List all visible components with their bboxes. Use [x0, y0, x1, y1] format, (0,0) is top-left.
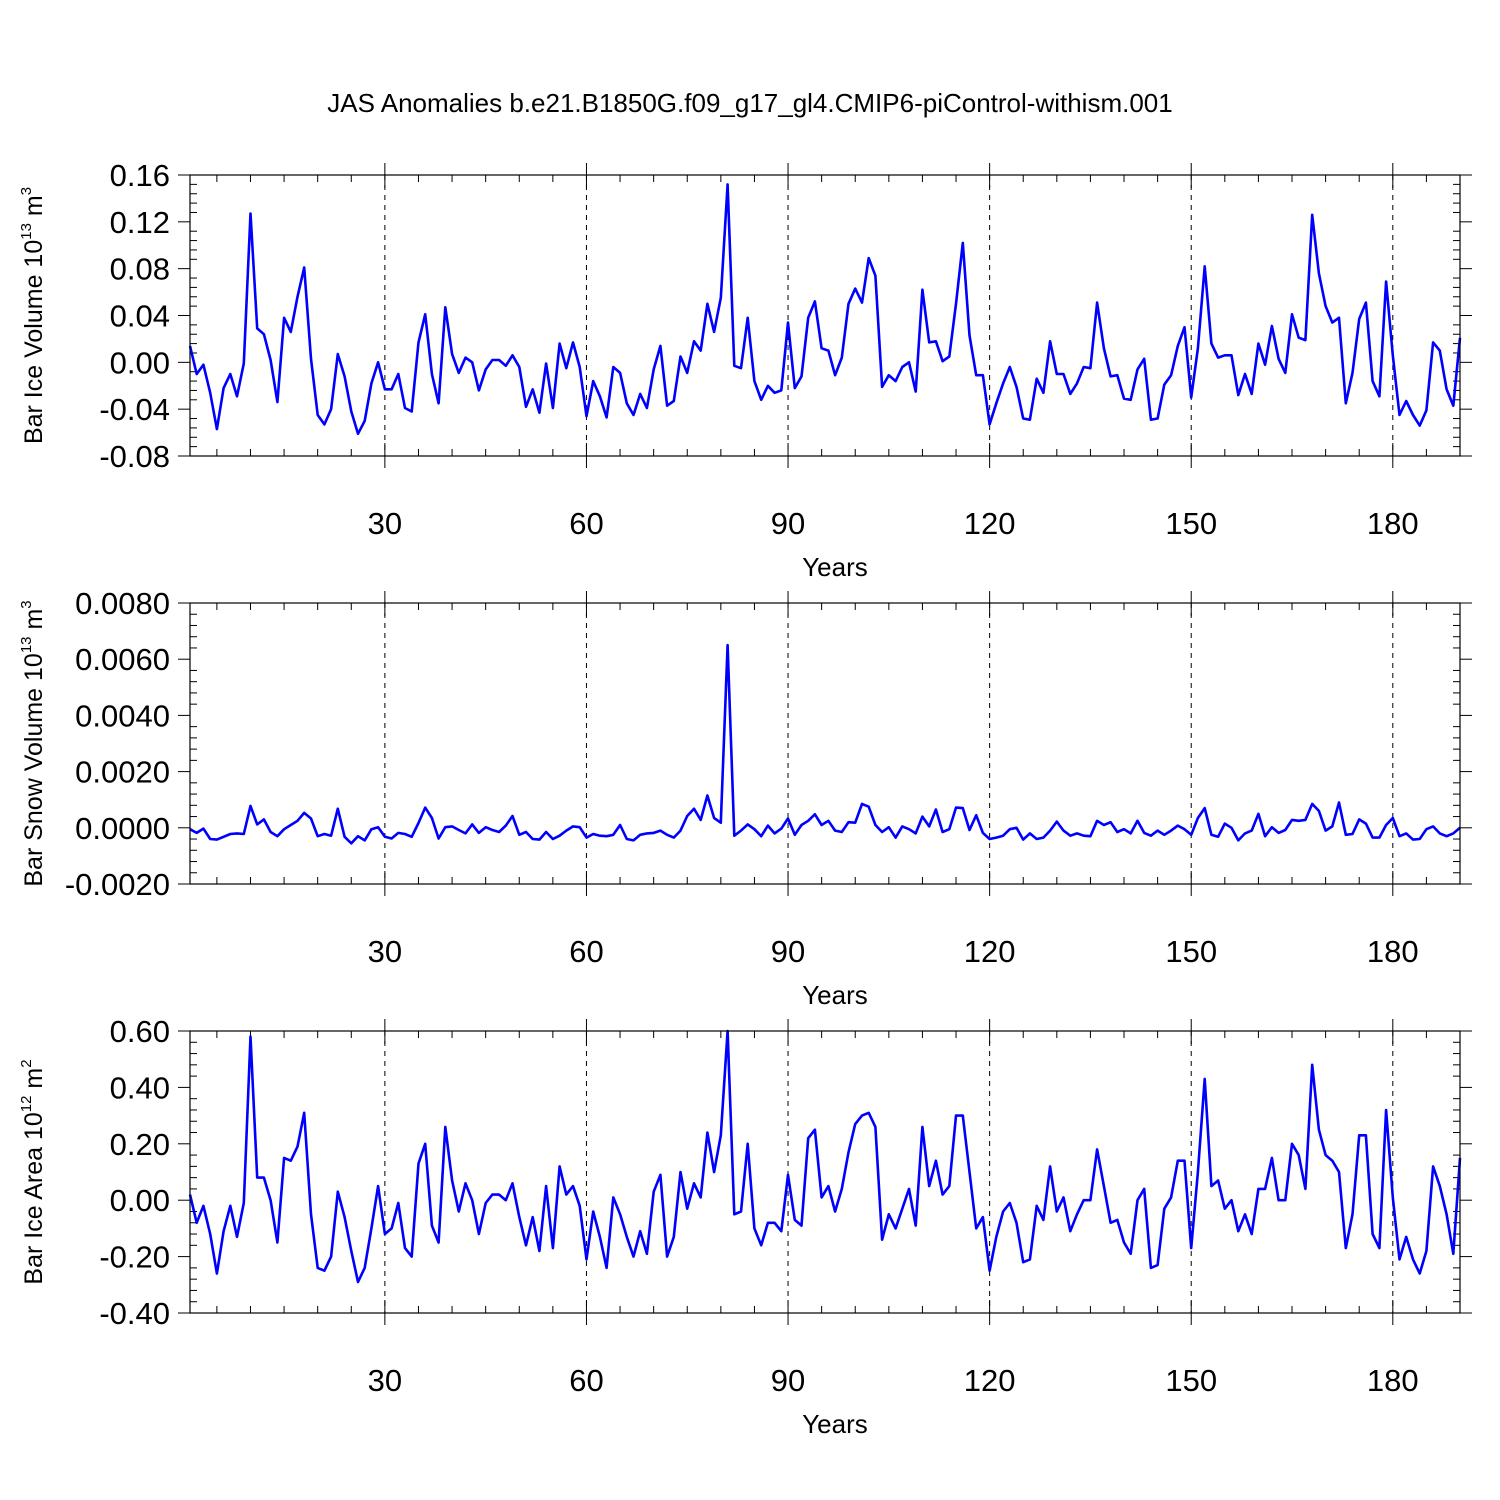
series-line — [188, 183, 1462, 436]
y-tick-label: -0.0020 — [65, 867, 170, 902]
y-tick-label: 0.00 — [110, 345, 170, 380]
y-tick-label: 0.0080 — [75, 586, 170, 621]
y-tick-label: 0.60 — [110, 1014, 170, 1049]
series-line — [189, 643, 1461, 845]
plot-frame — [189, 174, 1461, 457]
x-tick-label: 90 — [771, 934, 805, 969]
x-tick-label: 150 — [1165, 1363, 1217, 1398]
y-tick-label: 0.0040 — [75, 698, 170, 733]
plot-frame — [189, 1030, 1461, 1314]
x-axis-label: Years — [802, 1409, 868, 1439]
y-tick-label: 0.0060 — [75, 642, 170, 677]
y-tick-label: 0.08 — [110, 252, 170, 287]
y-tick-label: -0.08 — [99, 439, 170, 474]
panel-snow-volume: -0.0020 0.0000 0.0020 0.0040 0.0060 0.0080 30 6… — [18, 586, 1472, 1010]
y-axis-label: Bar Ice Area 1012 m2 — [18, 1059, 48, 1284]
x-tick-label: 30 — [368, 506, 402, 541]
x-tick-label: 150 — [1165, 506, 1217, 541]
x-tick-label: 30 — [368, 1363, 402, 1398]
chart-title: JAS Anomalies b.e21.B1850G.f09_g17_gl4.C… — [327, 88, 1172, 118]
x-tick-label: 120 — [964, 1363, 1016, 1398]
series-line — [188, 1029, 1462, 1284]
y-axis-label: Bar Ice Volume 1013 m3 — [18, 187, 48, 444]
x-tick-label: 180 — [1367, 506, 1419, 541]
x-tick-label: 120 — [964, 506, 1016, 541]
y-tick-label: 0.04 — [110, 299, 170, 334]
y-tick-label: 0.0020 — [75, 755, 170, 790]
panel-ice-volume: -0.08 -0.04 0.00 0.04 0.08 0.12 0.16 30 60 90 120 1… — [18, 158, 1472, 582]
y-axis-label: Bar Snow Volume 1013 m3 — [18, 600, 48, 886]
x-tick-label: 120 — [964, 934, 1016, 969]
y-tick-label: -0.04 — [99, 392, 170, 427]
x-tick-label: 90 — [771, 506, 805, 541]
x-tick-label: 180 — [1367, 934, 1419, 969]
y-tick-label: 0.20 — [110, 1127, 170, 1162]
panel-ice-area: -0.40 -0.20 0.00 0.20 0.40 0.60 30 60 90 120 150 18… — [18, 1014, 1472, 1439]
y-tick-label: -0.20 — [99, 1240, 170, 1275]
x-tick-label: 150 — [1165, 934, 1217, 969]
y-tick-label: 0.0000 — [75, 811, 170, 846]
x-axis-label: Years — [802, 552, 868, 582]
x-tick-label: 30 — [368, 934, 402, 969]
x-axis-label: Years — [802, 980, 868, 1010]
plot-frame — [189, 602, 1461, 885]
x-tick-label: 60 — [569, 934, 603, 969]
x-tick-label: 60 — [569, 1363, 603, 1398]
x-tick-label: 60 — [569, 506, 603, 541]
y-tick-label: 0.12 — [110, 205, 170, 240]
y-tick-label: 0.00 — [110, 1183, 170, 1218]
y-tick-label: 0.16 — [110, 158, 170, 193]
x-tick-label: 90 — [771, 1363, 805, 1398]
y-tick-label: 0.40 — [110, 1070, 170, 1105]
x-tick-label: 180 — [1367, 1363, 1419, 1398]
y-tick-label: -0.40 — [99, 1296, 170, 1331]
